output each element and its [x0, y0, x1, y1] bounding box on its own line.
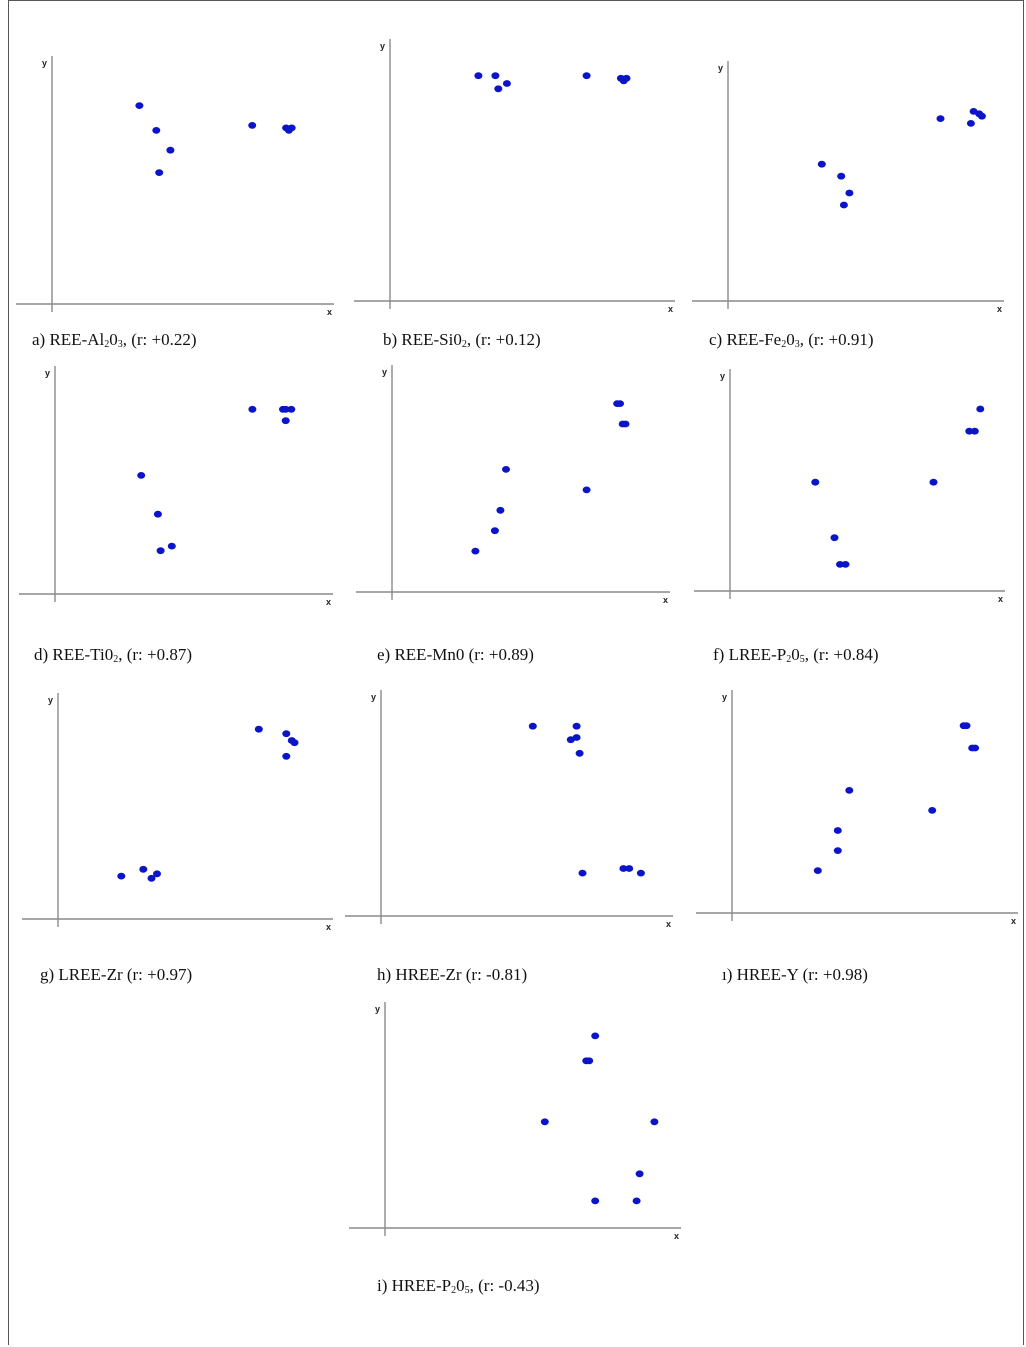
- caption-suffix: , (r: +0.12): [466, 330, 541, 349]
- panel-caption: i) HREE-P205, (r: -0.43): [377, 1276, 540, 1296]
- caption-subscript: 2: [104, 339, 110, 350]
- caption-prefix: b) REE-Si0: [383, 330, 462, 349]
- caption-prefix: e) REE-Mn0: [377, 645, 465, 664]
- caption-subscript: 2: [786, 654, 792, 665]
- caption-suffix: (r: -0.81): [461, 965, 528, 984]
- caption-prefix: c) REE-Fe: [709, 330, 782, 349]
- caption-suffix: , (r: -0.43): [469, 1276, 540, 1295]
- panel-caption: b) REE-Si02, (r: +0.12): [383, 330, 541, 350]
- caption-prefix: i) HREE-P: [377, 1276, 452, 1295]
- caption-prefix: d) REE-Ti0: [34, 645, 114, 664]
- caption-suffix: , (r: +0.87): [118, 645, 192, 664]
- caption-prefix: g) LREE-Zr: [40, 965, 123, 984]
- caption-suffix: (r: +0.89): [464, 645, 534, 664]
- caption-suffix: , (r: +0.91): [799, 330, 874, 349]
- caption-subscript-2: 3: [117, 339, 123, 350]
- caption-prefix: f) LREE-P: [713, 645, 787, 664]
- caption-subscript: 2: [451, 1285, 457, 1296]
- caption-prefix: a) REE-Al: [32, 330, 105, 349]
- caption-subscript: 2: [113, 654, 119, 665]
- caption-subscript: 2: [461, 339, 467, 350]
- caption-suffix: , (r: +0.84): [804, 645, 879, 664]
- caption-subscript-2: 5: [464, 1285, 470, 1296]
- caption-middle: 0: [109, 330, 118, 349]
- panel-caption: c) REE-Fe203, (r: +0.91): [709, 330, 874, 350]
- panel-caption: f) LREE-P205, (r: +0.84): [713, 645, 878, 665]
- caption-suffix: (r: +0.98): [798, 965, 868, 984]
- caption-subscript: 2: [781, 339, 787, 350]
- caption-prefix: h) HREE-Zr: [377, 965, 462, 984]
- caption-middle: 0: [456, 1276, 465, 1295]
- panel-caption: h) HREE-Zr (r: -0.81): [377, 965, 527, 985]
- caption-subscript-2: 3: [794, 339, 800, 350]
- caption-suffix: , (r: +0.22): [122, 330, 197, 349]
- panel-caption: g) LREE-Zr (r: +0.97): [40, 965, 192, 985]
- panel-caption: e) REE-Mn0 (r: +0.89): [377, 645, 534, 665]
- panel-caption: a) REE-Al203, (r: +0.22): [32, 330, 197, 350]
- caption-suffix: (r: +0.97): [122, 965, 193, 984]
- panel-caption: d) REE-Ti02, (r: +0.87): [34, 645, 192, 665]
- caption-middle: 0: [791, 645, 800, 664]
- caption-middle: 0: [786, 330, 795, 349]
- caption-subscript-2: 5: [799, 654, 805, 665]
- caption-prefix: ı) HREE-Y: [722, 965, 799, 984]
- panel-caption: ı) HREE-Y (r: +0.98): [722, 965, 868, 985]
- figure-frame: [8, 0, 1024, 1345]
